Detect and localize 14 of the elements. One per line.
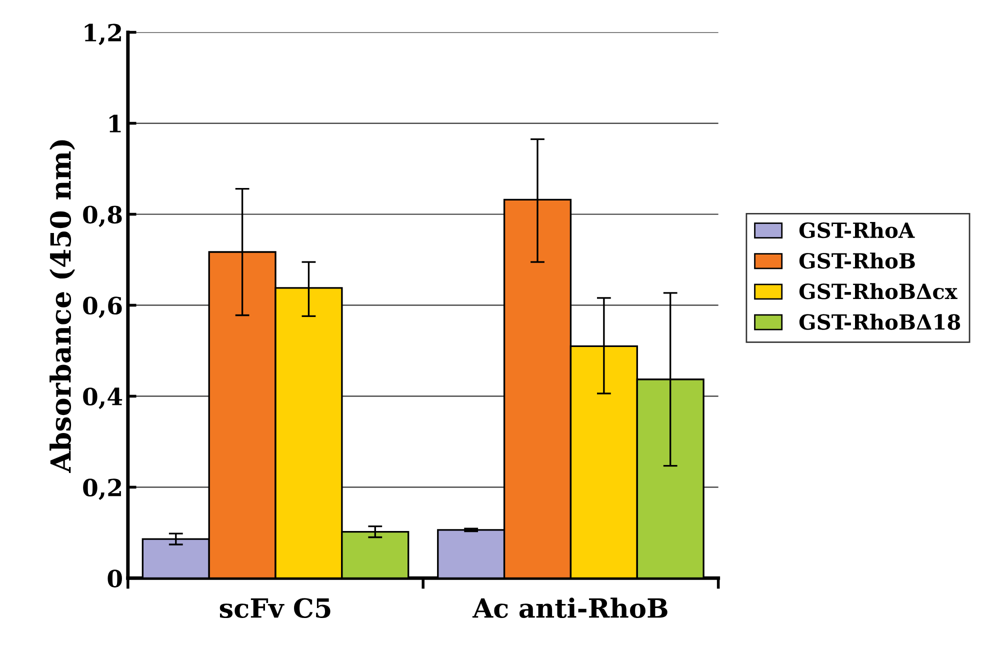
legend-label: GST-RhoA [799,222,915,238]
legend-label: GST-RhoBΔ18 [799,314,960,330]
y-tick-label: 0,6 [83,296,122,318]
y-tick-label: 1 [110,114,121,132]
y-tick-label: 0,4 [83,388,122,410]
y-tick-label: 1,2 [84,24,121,46]
y-axis-title: Absorbance (450 nm) [50,140,75,474]
y-tick-label: 0,8 [83,206,122,228]
x-tick-label: Ac anti-RhoB [472,598,668,618]
legend-label: GST-RhoB [799,252,915,269]
y-tick-label: 0,2 [83,478,121,500]
x-tick-label: scFv C5 [220,598,330,618]
y-tick-label: 0 [108,570,122,588]
legend-label: GST-RhoBΔcx [799,283,958,300]
